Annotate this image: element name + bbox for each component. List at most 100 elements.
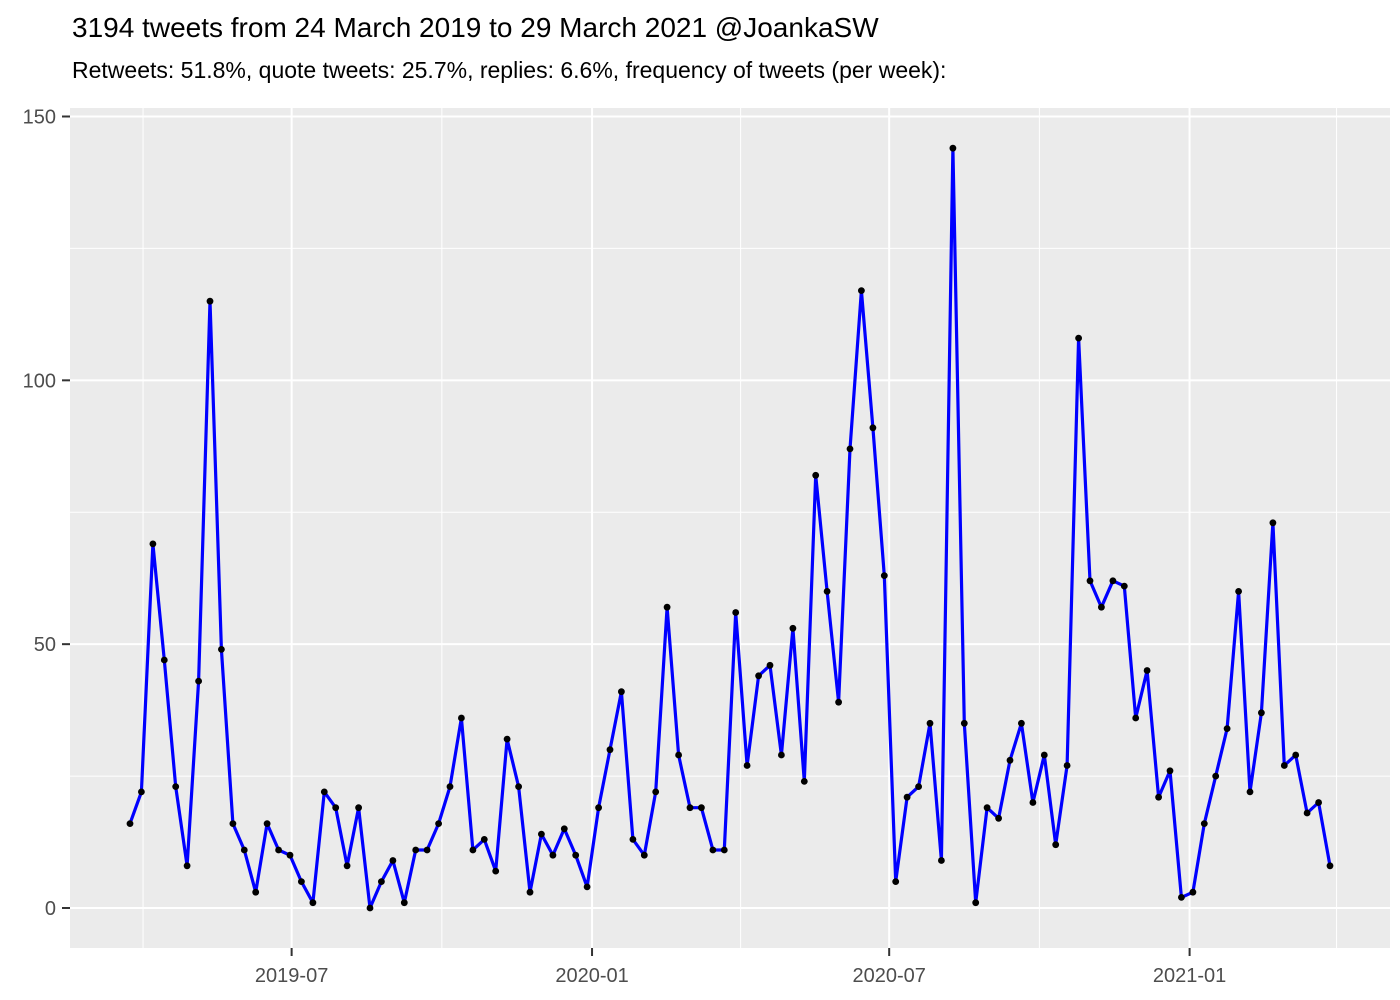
data-point <box>378 878 385 885</box>
data-point <box>1098 603 1105 611</box>
data-point <box>1132 714 1140 722</box>
data-point <box>446 783 454 790</box>
data-point <box>652 788 660 796</box>
data-point <box>766 661 774 669</box>
data-point <box>480 836 488 843</box>
data-point <box>560 825 568 833</box>
data-point <box>835 698 842 706</box>
data-point <box>949 144 957 152</box>
data-point <box>743 762 751 769</box>
data-point <box>1166 767 1174 775</box>
data-point <box>960 719 968 727</box>
data-point <box>1223 725 1231 732</box>
data-point <box>1029 799 1037 806</box>
data-point <box>1109 577 1117 585</box>
data-point <box>995 814 1002 822</box>
data-point <box>1269 519 1277 527</box>
data-point <box>755 672 762 680</box>
data-point <box>572 851 580 859</box>
data-point <box>778 751 785 759</box>
data-point <box>183 862 191 870</box>
data-point <box>366 904 374 912</box>
data-point <box>298 878 305 885</box>
data-point <box>698 804 705 812</box>
data-point <box>732 609 740 616</box>
data-point <box>320 788 328 796</box>
data-point <box>1120 582 1128 590</box>
data-point <box>1212 772 1220 780</box>
data-point <box>1200 820 1208 827</box>
data-point <box>195 677 203 685</box>
data-point <box>1063 762 1071 769</box>
y-axis-tick-label: 150 <box>23 106 56 128</box>
data-point <box>1315 799 1322 806</box>
data-point <box>149 540 157 548</box>
data-point <box>1155 793 1162 801</box>
data-point <box>720 846 728 854</box>
data-point <box>1086 577 1094 585</box>
x-axis-tick-label: 2019-07 <box>255 965 328 987</box>
data-point <box>286 851 294 859</box>
data-point <box>812 471 820 479</box>
y-axis-tick-label: 0 <box>45 898 56 920</box>
data-point <box>880 572 888 579</box>
data-point <box>1052 841 1060 849</box>
data-point <box>458 714 465 722</box>
data-point <box>1006 756 1014 764</box>
data-point <box>1280 762 1288 769</box>
data-point <box>400 899 408 907</box>
data-point <box>549 851 557 859</box>
data-point <box>903 793 911 801</box>
data-point <box>389 857 397 864</box>
data-point <box>1018 719 1025 727</box>
data-point <box>263 820 271 827</box>
data-point <box>640 851 648 859</box>
data-point <box>515 783 522 790</box>
data-point <box>355 804 362 812</box>
data-point <box>423 846 431 854</box>
data-point <box>503 735 511 743</box>
x-axis-tick-label: 2021-01 <box>1153 965 1226 987</box>
data-point <box>800 778 808 785</box>
data-point <box>492 867 500 875</box>
data-point <box>138 788 145 796</box>
data-point <box>595 804 602 812</box>
data-point <box>309 899 317 907</box>
data-point <box>1040 751 1048 759</box>
data-point <box>526 888 534 896</box>
data-point <box>823 588 831 595</box>
data-point <box>709 846 717 854</box>
data-point <box>1326 862 1334 870</box>
chart-subtitle: Retweets: 51.8%, quote tweets: 25.7%, re… <box>72 57 947 83</box>
data-point <box>229 820 237 827</box>
x-axis-tick-label: 2020-01 <box>555 965 628 987</box>
data-point <box>983 804 991 812</box>
data-point <box>240 846 248 854</box>
data-point <box>789 624 797 632</box>
data-point <box>869 424 877 432</box>
data-point <box>1189 888 1197 896</box>
chart-title: 3194 tweets from 24 March 2019 to 29 Mar… <box>72 12 879 43</box>
data-point <box>538 830 545 838</box>
data-point <box>583 883 591 891</box>
data-point <box>275 846 282 854</box>
data-point <box>1303 809 1311 817</box>
data-point <box>160 656 168 664</box>
tweet-frequency-line <box>128 146 1332 910</box>
data-point <box>206 297 214 305</box>
data-point <box>343 862 351 870</box>
y-axis-tick-label: 50 <box>34 634 56 656</box>
data-point <box>892 878 900 885</box>
data-point <box>218 646 225 653</box>
data-point <box>1292 751 1300 759</box>
data-point <box>926 719 934 727</box>
data-point <box>435 820 442 827</box>
data-point <box>846 445 854 453</box>
data-point <box>1143 667 1151 674</box>
data-point <box>606 746 614 754</box>
data-point <box>1075 334 1082 342</box>
data-point <box>1246 788 1254 796</box>
data-point <box>663 603 671 611</box>
data-point <box>1235 588 1242 595</box>
